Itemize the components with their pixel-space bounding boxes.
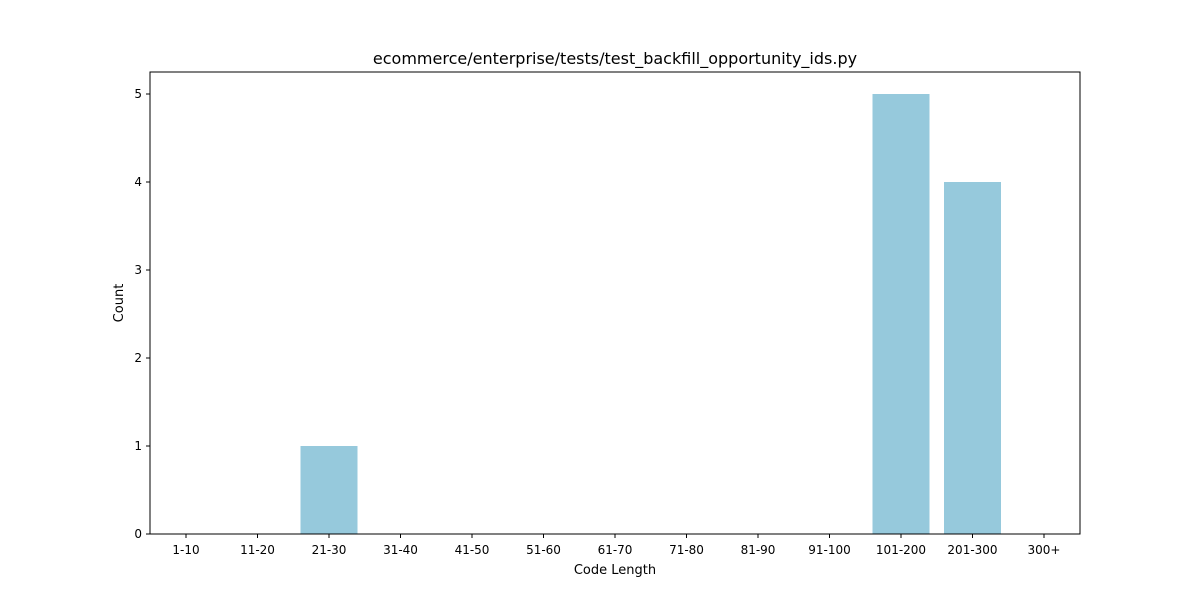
- bar-21-30: [300, 446, 358, 534]
- bar-201-300: [944, 182, 1001, 534]
- x-tick-label: 91-100: [808, 543, 851, 557]
- y-tick-label: 2: [134, 351, 142, 365]
- x-tick-label: 300+: [1028, 543, 1061, 557]
- x-tick-label: 41-50: [455, 543, 490, 557]
- x-axis-label: Code Length: [574, 563, 656, 578]
- x-tick-label: 61-70: [598, 543, 633, 557]
- x-tick-label: 101-200: [876, 543, 926, 557]
- chart-title: ecommerce/enterprise/tests/test_backfill…: [373, 49, 857, 69]
- y-tick-label: 5: [134, 87, 142, 101]
- bar-101-200: [872, 94, 930, 534]
- x-tick-label: 71-80: [669, 543, 704, 557]
- y-tick-label: 0: [134, 527, 142, 541]
- x-tick-label: 31-40: [383, 543, 418, 557]
- bars-group: [300, 94, 1001, 534]
- y-axis-label: Count: [112, 284, 127, 323]
- y-axis-ticks: 0 1 2 3 4 5: [134, 87, 150, 541]
- x-tick-label: 201-300: [947, 543, 997, 557]
- x-tick-label: 1-10: [172, 543, 199, 557]
- x-axis-ticks: 1-10 11-20 21-30 31-40 41-50 51-60 61-70 71-80 8…: [172, 534, 1060, 557]
- y-tick-label: 1: [134, 439, 142, 453]
- y-tick-label: 4: [134, 175, 142, 189]
- x-tick-label: 11-20: [240, 543, 275, 557]
- x-tick-label: 51-60: [526, 543, 561, 557]
- x-tick-label: 81-90: [741, 543, 776, 557]
- x-tick-label: 21-30: [312, 543, 347, 557]
- y-tick-label: 3: [134, 263, 142, 277]
- plot-area-frame: [149, 71, 1081, 535]
